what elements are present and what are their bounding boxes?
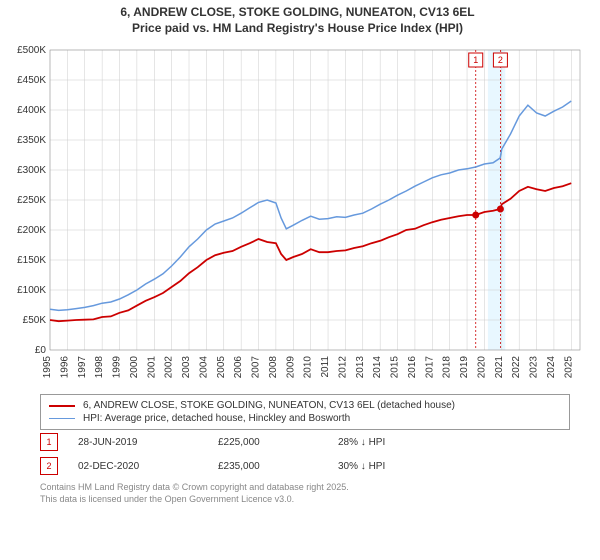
legend-label: 6, ANDREW CLOSE, STOKE GOLDING, NUNEATON… <box>83 400 455 411</box>
legend-swatch <box>49 418 75 420</box>
svg-text:£400K: £400K <box>17 105 46 116</box>
svg-text:2010: 2010 <box>303 356 314 379</box>
sale-price: £235,000 <box>218 461 318 472</box>
svg-text:2009: 2009 <box>285 356 296 379</box>
svg-text:2015: 2015 <box>390 356 401 379</box>
sale-date: 28-JUN-2019 <box>78 437 198 448</box>
sale-row: 1 28-JUN-2019 £225,000 28% ↓ HPI <box>5 430 590 454</box>
svg-text:1995: 1995 <box>42 356 53 379</box>
legend-swatch <box>49 405 75 407</box>
svg-text:2001: 2001 <box>146 356 157 379</box>
svg-text:2007: 2007 <box>251 356 262 379</box>
svg-text:2014: 2014 <box>372 356 383 379</box>
svg-text:1998: 1998 <box>94 356 105 379</box>
sales-list: 1 28-JUN-2019 £225,000 28% ↓ HPI 2 02-DEC-202… <box>5 430 590 478</box>
footnote-copyright: Contains HM Land Registry data © Crown c… <box>40 482 590 494</box>
svg-text:2018: 2018 <box>442 356 453 379</box>
svg-text:2005: 2005 <box>216 356 227 379</box>
svg-text:1999: 1999 <box>112 356 123 379</box>
svg-text:2004: 2004 <box>198 356 209 379</box>
svg-text:2025: 2025 <box>563 356 574 379</box>
svg-text:£50K: £50K <box>23 315 47 326</box>
svg-text:£200K: £200K <box>17 225 46 236</box>
line-chart: £0 £50K £100K £150K £200K £250K £300K £350K £400… <box>5 40 590 390</box>
svg-text:2020: 2020 <box>476 356 487 379</box>
svg-text:1997: 1997 <box>77 356 88 379</box>
svg-text:2022: 2022 <box>511 356 522 379</box>
svg-text:2012: 2012 <box>337 356 348 379</box>
sale-date: 02-DEC-2020 <box>78 461 198 472</box>
svg-text:2019: 2019 <box>459 356 470 379</box>
svg-text:2021: 2021 <box>494 356 505 379</box>
svg-text:2002: 2002 <box>164 356 175 379</box>
svg-text:2: 2 <box>498 55 503 65</box>
svg-text:£0: £0 <box>35 345 47 356</box>
sale-price: £225,000 <box>218 437 318 448</box>
svg-text:£300K: £300K <box>17 165 46 176</box>
title-address: 6, ANDREW CLOSE, STOKE GOLDING, NUNEATON… <box>5 5 590 21</box>
svg-text:2017: 2017 <box>424 356 435 379</box>
svg-text:1: 1 <box>473 55 478 65</box>
svg-text:£350K: £350K <box>17 135 46 146</box>
svg-text:£450K: £450K <box>17 75 46 86</box>
title-subtitle: Price paid vs. HM Land Registry's House … <box>5 21 590 37</box>
svg-text:2000: 2000 <box>129 356 140 379</box>
sale-delta: 30% ↓ HPI <box>338 461 385 472</box>
chart-title: 6, ANDREW CLOSE, STOKE GOLDING, NUNEATON… <box>5 5 590 36</box>
svg-text:2006: 2006 <box>233 356 244 379</box>
svg-text:£150K: £150K <box>17 255 46 266</box>
chart-area: £0 £50K £100K £150K £200K £250K £300K £350K £400… <box>5 40 590 390</box>
legend-row: 6, ANDREW CLOSE, STOKE GOLDING, NUNEATON… <box>49 399 561 412</box>
footnote-licence: This data is licensed under the Open Gov… <box>40 494 590 506</box>
svg-text:£250K: £250K <box>17 195 46 206</box>
footnote: Contains HM Land Registry data © Crown c… <box>5 478 590 505</box>
svg-text:2011: 2011 <box>320 356 331 378</box>
sale-delta: 28% ↓ HPI <box>338 437 385 448</box>
svg-text:2013: 2013 <box>355 356 366 379</box>
svg-text:£100K: £100K <box>17 285 46 296</box>
sale-row: 2 02-DEC-2020 £235,000 30% ↓ HPI <box>5 454 590 478</box>
svg-text:£500K: £500K <box>17 45 46 56</box>
svg-text:2003: 2003 <box>181 356 192 379</box>
svg-text:2016: 2016 <box>407 356 418 379</box>
legend-label: HPI: Average price, detached house, Hinc… <box>83 413 350 424</box>
legend: 6, ANDREW CLOSE, STOKE GOLDING, NUNEATON… <box>40 394 570 430</box>
sale-marker: 1 <box>40 433 58 451</box>
sale-marker: 2 <box>40 457 58 475</box>
legend-row: HPI: Average price, detached house, Hinc… <box>49 412 561 425</box>
svg-text:2008: 2008 <box>268 356 279 379</box>
svg-text:2024: 2024 <box>546 356 557 379</box>
svg-text:1996: 1996 <box>59 356 70 379</box>
svg-text:2023: 2023 <box>529 356 540 379</box>
